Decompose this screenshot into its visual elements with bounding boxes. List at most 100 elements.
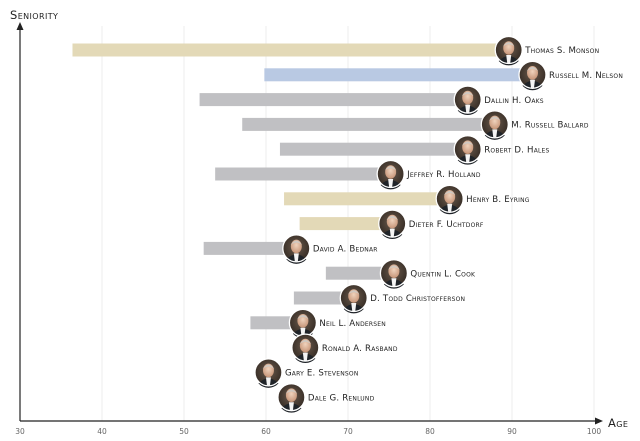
name-label-russell-m-nelson: Russell M. Nelson xyxy=(549,71,623,81)
portrait-hair xyxy=(461,91,474,97)
x-tick-label: 30 xyxy=(15,427,25,436)
name-label-ronald-a-rasband: Ronald A. Rasband xyxy=(322,344,398,354)
name-label-d-todd-christofferson: D. Todd Christofferson xyxy=(370,294,465,304)
x-tick-label: 50 xyxy=(179,427,189,436)
portrait-henry-b-eyring xyxy=(435,184,464,215)
portrait-ring xyxy=(378,209,407,238)
name-label-henry-b-eyring: Henry B. Eyring xyxy=(466,195,530,205)
name-label-jeffrey-r-holland: Jeffrey R. Holland xyxy=(406,170,481,180)
x-axis-title: Age xyxy=(608,416,628,430)
x-tick-label: 70 xyxy=(343,427,353,436)
bar-dallin-h-oaks xyxy=(199,93,468,107)
portrait-david-a-bednar xyxy=(282,234,311,264)
bar-m-russell-ballard xyxy=(242,117,495,131)
portrait-thomas-s-monson xyxy=(494,35,523,66)
bar-henry-b-eyring xyxy=(284,192,450,206)
bar-quentin-l-cook xyxy=(325,266,394,280)
x-tick-label: 100 xyxy=(587,427,602,436)
portrait-hair xyxy=(443,191,456,196)
portraits-layer: Thomas S. Monson Russell M. Nelson Dallin … xyxy=(254,35,623,413)
name-label-quentin-l-cook: Quentin L. Cook xyxy=(410,269,476,279)
portrait-robert-d-hales xyxy=(453,135,482,165)
portrait-hair xyxy=(347,290,360,295)
portrait-quentin-l-cook xyxy=(379,259,409,289)
portrait-m-russell-ballard xyxy=(480,110,509,140)
portrait-collar xyxy=(447,203,453,212)
bar-david-a-bednar xyxy=(203,241,297,255)
portrait-ring xyxy=(518,60,547,89)
y-axis-arrow xyxy=(16,22,24,30)
name-label-dallin-h-oaks: Dallin H. Oaks xyxy=(484,96,544,106)
portrait-ring xyxy=(480,110,509,139)
portrait-collar xyxy=(465,154,471,163)
portrait-ring xyxy=(453,85,482,114)
portrait-ring xyxy=(376,159,405,189)
name-label-dieter-f-uchtdorf: Dieter F. Uchtdorf xyxy=(409,220,484,230)
portrait-hair xyxy=(299,339,312,345)
x-axis-arrow xyxy=(595,417,603,425)
portrait-jeffrey-r-holland xyxy=(376,159,405,190)
portrait-collar xyxy=(302,352,308,361)
portrait-ring xyxy=(453,135,482,164)
bars-layer xyxy=(72,43,533,330)
portrait-dale-g-renlund xyxy=(277,383,306,413)
portrait-collar xyxy=(506,55,512,63)
name-label-thomas-s-monson: Thomas S. Monson xyxy=(524,46,599,56)
bar-d-todd-christofferson xyxy=(293,291,354,305)
portrait-hair xyxy=(384,166,397,171)
portrait-ring xyxy=(435,184,464,213)
bar-russell-m-nelson xyxy=(264,68,533,82)
portrait-collar xyxy=(391,278,397,287)
portrait-collar xyxy=(530,79,535,88)
portrait-collar xyxy=(465,104,471,113)
portrait-collar xyxy=(293,253,299,262)
portrait-collar xyxy=(265,377,271,386)
x-tick-label: 80 xyxy=(425,427,435,436)
bar-thomas-s-monson xyxy=(72,43,509,57)
portrait-collar xyxy=(388,179,394,187)
portrait-ring xyxy=(254,358,283,387)
portrait-neil-l-andersen xyxy=(288,308,318,339)
portrait-hair xyxy=(297,315,309,320)
portrait-hair xyxy=(388,265,400,270)
x-tick-label: 90 xyxy=(507,427,517,436)
x-tick-label: 40 xyxy=(97,427,107,436)
portrait-ring xyxy=(282,234,311,263)
portrait-ring xyxy=(494,35,523,65)
portrait-dieter-f-uchtdorf xyxy=(378,209,407,240)
x-tick-label: 60 xyxy=(261,427,271,436)
portrait-ronald-a-rasband xyxy=(291,333,320,364)
portrait-hair xyxy=(262,364,275,369)
name-label-m-russell-ballard: M. Russell Ballard xyxy=(511,121,589,131)
portrait-collar xyxy=(351,303,357,311)
name-label-david-a-bednar: David A. Bednar xyxy=(313,245,378,255)
portrait-russell-m-nelson xyxy=(518,60,547,91)
portrait-dallin-h-oaks xyxy=(453,85,482,116)
grid-lines xyxy=(101,26,595,421)
portrait-d-todd-christofferson xyxy=(339,283,368,314)
portrait-collar xyxy=(492,129,498,138)
bar-jeffrey-r-holland xyxy=(215,167,391,181)
portrait-ring xyxy=(291,333,320,362)
portrait-gary-e-stevenson xyxy=(254,358,283,388)
portrait-hair xyxy=(285,389,298,394)
portrait-hair xyxy=(502,42,515,47)
name-label-gary-e-stevenson: Gary E. Stevenson xyxy=(285,369,359,379)
portrait-hair xyxy=(526,67,539,72)
axes: 30 40 50 60 70 80 90 100 xyxy=(15,22,603,436)
portrait-hair xyxy=(290,240,303,245)
portrait-ring xyxy=(277,383,306,412)
name-label-dale-g-renlund: Dale G. Renlund xyxy=(308,393,375,403)
y-axis-title: Seniority xyxy=(10,8,58,22)
bar-robert-d-hales xyxy=(279,142,468,156)
portrait-ring xyxy=(339,283,368,313)
portrait-collar xyxy=(288,402,294,411)
bar-dieter-f-uchtdorf xyxy=(299,217,393,231)
name-label-neil-l-andersen: Neil L. Andersen xyxy=(319,319,386,329)
portrait-hair xyxy=(461,141,474,146)
portrait-hair xyxy=(386,215,399,221)
portrait-ring xyxy=(379,259,409,288)
portrait-collar xyxy=(389,228,395,237)
portrait-hair xyxy=(488,116,501,121)
